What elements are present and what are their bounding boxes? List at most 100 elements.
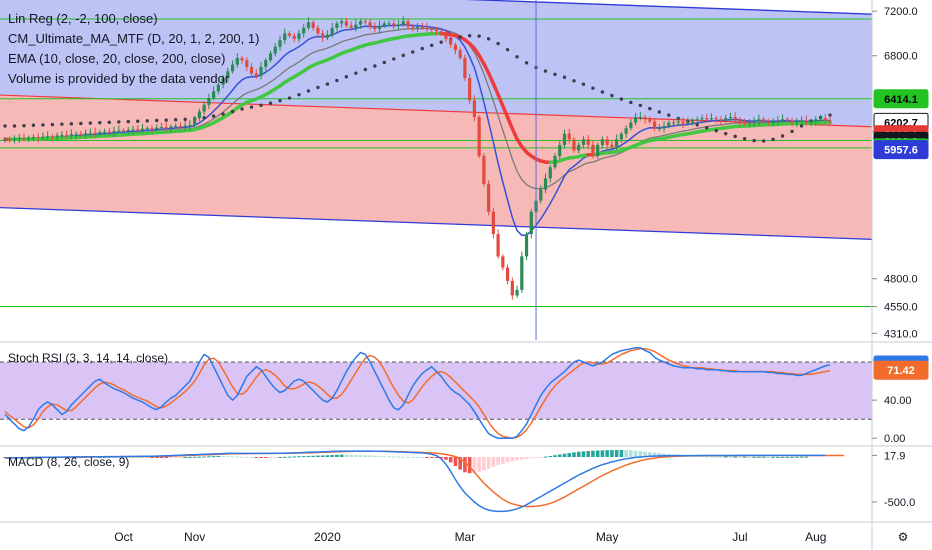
candle[interactable] (605, 135, 609, 150)
candle[interactable] (667, 120, 671, 129)
candle[interactable] (558, 141, 562, 159)
candle[interactable] (259, 61, 263, 80)
candle[interactable] (321, 29, 325, 43)
candle[interactable] (74, 131, 78, 139)
candle[interactable] (302, 23, 306, 38)
candle[interactable] (771, 117, 775, 127)
candle[interactable] (387, 20, 391, 27)
candle[interactable] (624, 125, 628, 139)
candle[interactable] (724, 114, 728, 123)
candle[interactable] (292, 32, 296, 42)
candle[interactable] (273, 43, 277, 57)
candle[interactable] (799, 116, 804, 124)
candle[interactable] (3, 137, 7, 143)
candle[interactable] (425, 22, 429, 32)
candle[interactable] (377, 20, 382, 34)
candle[interactable] (743, 118, 747, 126)
candle[interactable] (79, 130, 83, 137)
candle[interactable] (828, 115, 832, 126)
candle[interactable] (719, 116, 723, 125)
candle[interactable] (249, 63, 254, 76)
candle[interactable] (468, 73, 472, 104)
candle[interactable] (487, 180, 491, 216)
candle[interactable] (126, 126, 130, 135)
price-panel[interactable] (0, 0, 872, 340)
candle[interactable] (188, 119, 192, 130)
candle[interactable] (700, 114, 704, 124)
candle[interactable] (150, 125, 154, 134)
macd-panel[interactable] (3, 449, 845, 513)
candle[interactable] (140, 123, 145, 134)
candle[interactable] (510, 277, 514, 300)
candle[interactable] (430, 26, 434, 34)
candle[interactable] (458, 47, 462, 61)
candle[interactable] (818, 114, 823, 122)
candle[interactable] (776, 116, 780, 126)
candle[interactable] (762, 117, 766, 124)
candle[interactable] (463, 54, 467, 81)
candle[interactable] (581, 135, 586, 149)
price-plot-area[interactable] (0, 0, 872, 308)
settings-icon[interactable]: ⚙ (898, 530, 909, 544)
candle[interactable] (686, 117, 690, 126)
candle[interactable] (567, 128, 571, 144)
candle[interactable] (178, 122, 183, 130)
candle[interactable] (401, 16, 405, 27)
candle[interactable] (382, 21, 386, 28)
candle[interactable] (615, 134, 619, 151)
candle[interactable] (202, 101, 206, 116)
candle[interactable] (212, 86, 216, 101)
candle[interactable] (325, 30, 330, 41)
candle[interactable] (524, 231, 529, 260)
candle[interactable] (638, 112, 642, 121)
candle[interactable] (392, 19, 396, 30)
candle[interactable] (368, 18, 372, 30)
candle[interactable] (453, 42, 458, 55)
candle[interactable] (477, 114, 481, 159)
candle[interactable] (596, 142, 600, 159)
candle[interactable] (676, 117, 680, 127)
candle[interactable] (728, 112, 733, 122)
candle[interactable] (349, 21, 353, 31)
candle[interactable] (50, 133, 55, 141)
candle[interactable] (41, 132, 45, 141)
candle[interactable] (752, 117, 756, 127)
candle[interactable] (738, 117, 742, 126)
candle[interactable] (434, 27, 439, 36)
candle[interactable] (785, 117, 789, 124)
candle[interactable] (600, 136, 605, 149)
candle[interactable] (629, 119, 633, 131)
candle[interactable] (221, 75, 225, 89)
candle[interactable] (46, 131, 50, 140)
candle[interactable] (695, 116, 699, 124)
candle[interactable] (297, 29, 301, 43)
candle[interactable] (396, 20, 401, 30)
candle[interactable] (278, 35, 282, 51)
candle[interactable] (766, 118, 770, 126)
candle[interactable] (340, 18, 344, 28)
candle[interactable] (520, 251, 524, 293)
candle[interactable] (245, 57, 249, 72)
candle[interactable] (36, 133, 40, 143)
candle[interactable] (415, 23, 420, 33)
candle[interactable] (344, 17, 348, 28)
candle[interactable] (316, 24, 320, 38)
candle[interactable] (354, 19, 358, 32)
candle[interactable] (159, 122, 164, 131)
candle[interactable] (491, 207, 495, 239)
candle[interactable] (406, 18, 410, 30)
candle[interactable] (420, 22, 424, 31)
candle[interactable] (311, 20, 315, 31)
candle[interactable] (472, 95, 476, 122)
candle[interactable] (790, 117, 794, 127)
candle[interactable] (65, 130, 69, 139)
candle[interactable] (55, 132, 59, 142)
candle[interactable] (155, 124, 159, 132)
candle[interactable] (84, 129, 88, 138)
candle[interactable] (553, 153, 557, 170)
candle[interactable] (254, 69, 258, 79)
candle[interactable] (88, 128, 92, 137)
candle[interactable] (230, 60, 235, 74)
candle[interactable] (136, 125, 140, 133)
candle[interactable] (264, 57, 268, 72)
